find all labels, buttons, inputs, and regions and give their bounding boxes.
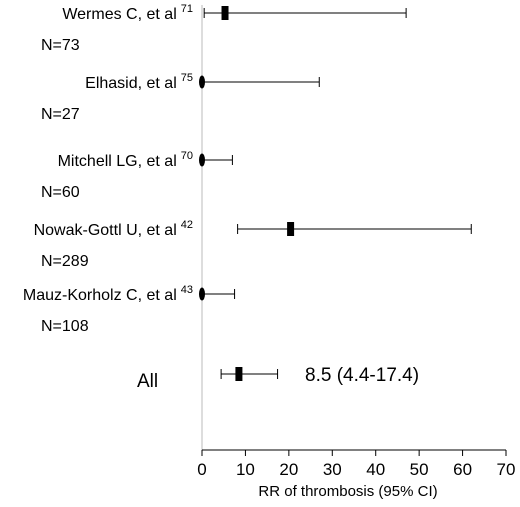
x-axis-ticks: 0 10 20 30 40 50 60 70 — [197, 450, 515, 479]
study-row: Mauz-Korholz C, et al 43 N=108 — [23, 284, 236, 335]
study-label: Elhasid, et al 75 — [85, 72, 193, 92]
x-tick-label: 40 — [366, 460, 385, 479]
study-reference: 71 — [181, 3, 193, 15]
study-label: Nowak-Gottl U, et al 42 — [34, 219, 193, 239]
x-tick-label: 20 — [279, 460, 298, 479]
study-row: Wermes C, et al 71 N=73 — [41, 3, 407, 54]
point-estimate — [199, 153, 205, 167]
study-name: Mitchell LG, et al — [58, 153, 177, 170]
x-tick-label: 30 — [323, 460, 342, 479]
x-tick-label: 10 — [236, 460, 255, 479]
study-reference: 70 — [181, 150, 193, 162]
study-row: Nowak-Gottl U, et al 42 N=289 — [34, 219, 472, 270]
study-n-label: N=27 — [41, 106, 80, 123]
study-reference: 42 — [181, 219, 193, 231]
point-estimate — [287, 222, 295, 236]
summary-name: All — [137, 371, 158, 392]
study-name: Nowak-Gottl U, et al — [34, 222, 177, 239]
study-reference: 43 — [181, 284, 193, 296]
x-tick-label: 0 — [197, 460, 206, 479]
x-axis-title: RR of thrombosis (95% CI) — [258, 483, 437, 500]
study-row: Elhasid, et al 75 N=27 — [41, 72, 320, 123]
study-label: Mauz-Korholz C, et al 43 — [23, 284, 193, 304]
point-estimate — [221, 6, 229, 20]
study-label: Wermes C, et al 71 — [62, 3, 193, 23]
summary-value-label: 8.5 (4.4-17.4) — [305, 365, 419, 386]
x-tick-label: 50 — [410, 460, 429, 479]
study-label: Mitchell LG, et al 70 — [58, 150, 193, 170]
point-estimate — [199, 75, 205, 89]
study-n-label: N=73 — [41, 37, 80, 54]
study-reference: 75 — [181, 72, 193, 84]
x-tick-label: 70 — [497, 460, 516, 479]
point-estimate — [199, 287, 205, 301]
study-row: Mitchell LG, et al 70 N=60 — [41, 150, 233, 201]
study-n-label: N=289 — [41, 253, 89, 270]
summary-point-estimate — [235, 367, 243, 381]
study-name: Elhasid, et al — [85, 75, 177, 92]
x-tick-label: 60 — [453, 460, 472, 479]
summary-row: All 8.5 (4.4-17.4) — [137, 365, 419, 392]
study-name: Mauz-Korholz C, et al — [23, 287, 177, 304]
study-n-label: N=108 — [41, 318, 89, 335]
study-rows: Wermes C, et al 71 N=73 Elhasid, et al 75 N=2… — [23, 3, 472, 335]
study-n-label: N=60 — [41, 184, 80, 201]
study-name: Wermes C, et al — [62, 6, 176, 23]
